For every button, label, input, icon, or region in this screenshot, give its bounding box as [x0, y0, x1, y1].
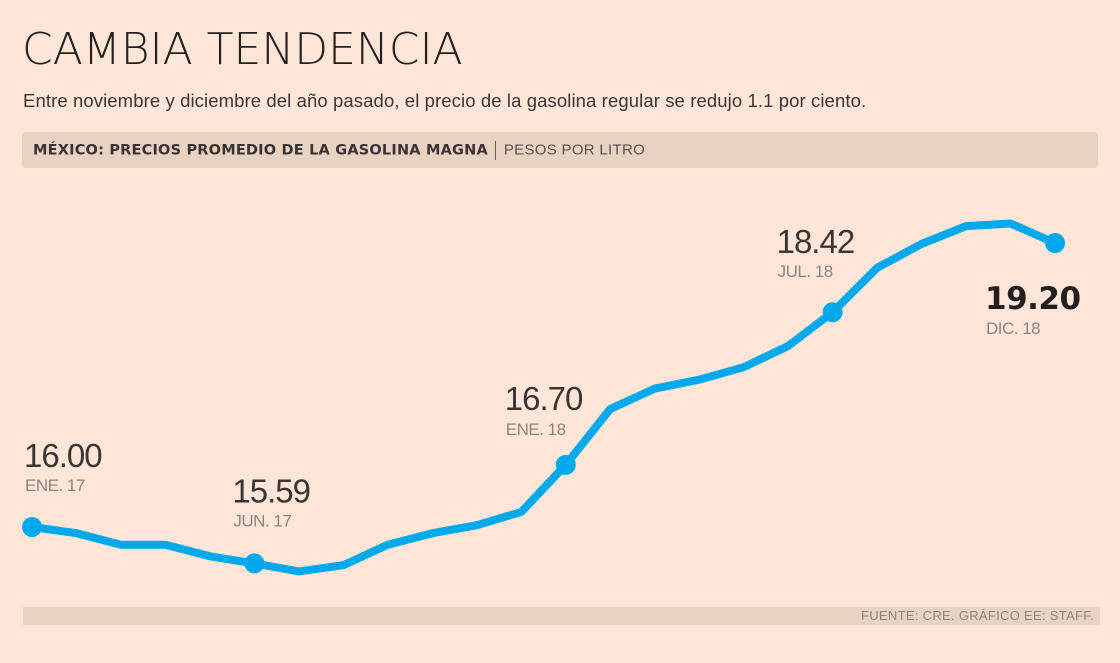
data-label-date: ENE. 17	[25, 476, 85, 495]
chart-heading: MÉXICO: PRECIOS PROMEDIO DE LA GASOLINA …	[33, 141, 645, 160]
source-bar: FUENTE: CRE. GRÁFICO EE: STAFF.	[23, 607, 1100, 625]
unit-label: PESOS POR LITRO	[503, 141, 646, 159]
data-label-date: DIC. 18	[986, 319, 1040, 338]
chart-title: CAMBIA TENDENCIA	[22, 24, 463, 75]
data-label-value: 16.70	[505, 380, 583, 417]
data-point-marker	[555, 454, 576, 475]
data-label-value: 19.20	[985, 281, 1081, 317]
chart-subtitle: Entre noviembre y diciembre del año pasa…	[23, 90, 867, 111]
data-label-value: 15.59	[232, 472, 310, 509]
data-point-marker	[244, 553, 265, 574]
data-label-value: 18.42	[777, 223, 855, 260]
data-label-date: ENE. 18	[506, 420, 566, 439]
data-point-marker	[1045, 233, 1065, 253]
data-label-value: 16.00	[24, 437, 102, 474]
series-line	[28, 219, 1059, 576]
source-note: FUENTE: CRE. GRÁFICO EE: STAFF.	[861, 608, 1094, 623]
data-point-marker	[22, 517, 42, 537]
heading-divider	[494, 141, 496, 160]
chart-header-band: MÉXICO: PRECIOS PROMEDIO DE LA GASOLINA …	[22, 132, 1098, 168]
data-point-marker	[822, 302, 843, 323]
chart-heading-main: MÉXICO: PRECIOS PROMEDIO DE LA GASOLINA …	[33, 142, 488, 159]
data-label-date: JUL. 18	[778, 262, 833, 281]
data-label-date: JUN. 17	[233, 511, 291, 530]
